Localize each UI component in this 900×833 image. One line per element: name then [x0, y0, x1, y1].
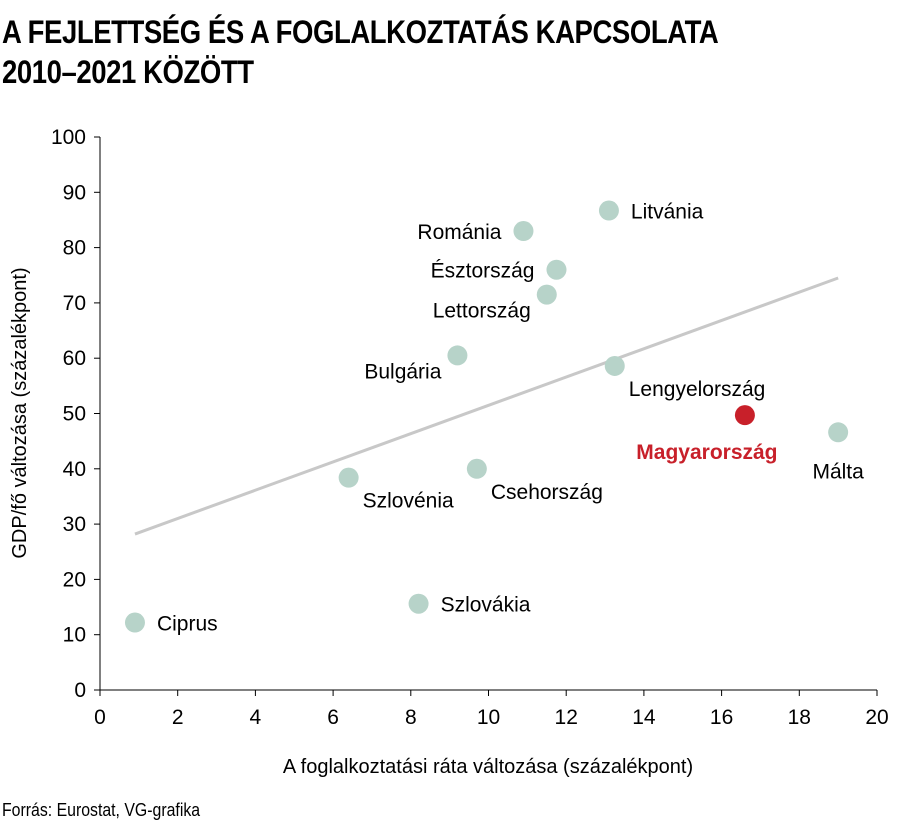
x-tick-label: 2: [172, 706, 184, 729]
point-label: Ciprus: [157, 613, 218, 636]
point-label: Lengyelország: [629, 378, 766, 401]
chart-title: A FEJLETTSÉG ÉS A FOGLALKOZTATÁS KAPCSOL…: [2, 12, 759, 92]
data-point: [828, 422, 849, 443]
y-tick-label: 60: [63, 347, 86, 370]
y-tick-label: 30: [63, 513, 86, 536]
data-point: [408, 593, 429, 614]
x-tick-label: 20: [865, 706, 888, 729]
data-point: [466, 458, 487, 479]
x-axis-title: A foglalkoztatási ráta változása (százal…: [283, 756, 693, 778]
chart-title-line-2: 2010–2021 KÖZÖTT: [2, 54, 254, 90]
point-labels: Ciprus Szlovákia Szlovénia Csehország Bulgár…: [157, 201, 864, 636]
y-tick-label: 90: [63, 181, 86, 204]
x-tick-label: 8: [405, 706, 417, 729]
point-label: Bulgária: [364, 360, 441, 383]
x-tick-label: 14: [632, 706, 656, 729]
point-label: Litvánia: [631, 201, 704, 224]
point-label: Magyarország: [636, 441, 777, 464]
y-tick-label: 40: [63, 458, 86, 481]
axes: 0 10 20 30 40 50 60 70 80 90 100 0 2 4 6 8 10 12 14 16 18 20: [51, 126, 889, 729]
x-tick-label: 16: [710, 706, 733, 729]
data-point: [546, 259, 567, 280]
data-point: [536, 284, 557, 305]
x-tick-label: 12: [555, 706, 578, 729]
point-label: Lettország: [433, 300, 531, 323]
x-tick-label: 4: [250, 706, 262, 729]
y-tick-label: 0: [74, 679, 86, 702]
chart-title-line-1: A FEJLETTSÉG ÉS A FOGLALKOZTATÁS KAPCSOL…: [2, 14, 719, 50]
point-label: Szlovákia: [441, 594, 531, 617]
trend-line-group: [134, 276, 839, 536]
point-label: Románia: [417, 221, 501, 244]
y-tick-label: 20: [63, 568, 86, 591]
point-label: Málta: [812, 460, 864, 483]
data-point: [447, 345, 468, 366]
data-points: [124, 200, 849, 633]
y-axis-title: GDP/fő változása (százalékpont): [9, 267, 31, 558]
x-tick-label: 0: [94, 706, 106, 729]
y-tick-label: 70: [63, 292, 86, 315]
point-label: Csehország: [491, 481, 603, 504]
x-tick-label: 6: [327, 706, 339, 729]
y-tick-label: 50: [63, 403, 86, 426]
x-tick-label: 10: [477, 706, 500, 729]
data-point: [513, 221, 534, 242]
trend-line: [134, 276, 839, 536]
y-tick-label: 100: [51, 126, 86, 149]
point-label: Észtország: [431, 260, 535, 283]
data-point: [124, 612, 145, 633]
data-point: [598, 200, 619, 221]
source-note: Forrás: Eurostat, VG-grafika: [2, 800, 201, 820]
y-tick-label: 10: [63, 624, 86, 647]
data-point: [604, 355, 625, 376]
point-label: Szlovénia: [363, 490, 454, 513]
data-point: [734, 405, 755, 426]
y-tick-label: 80: [63, 237, 86, 260]
data-point: [338, 467, 359, 488]
x-tick-label: 18: [788, 706, 811, 729]
